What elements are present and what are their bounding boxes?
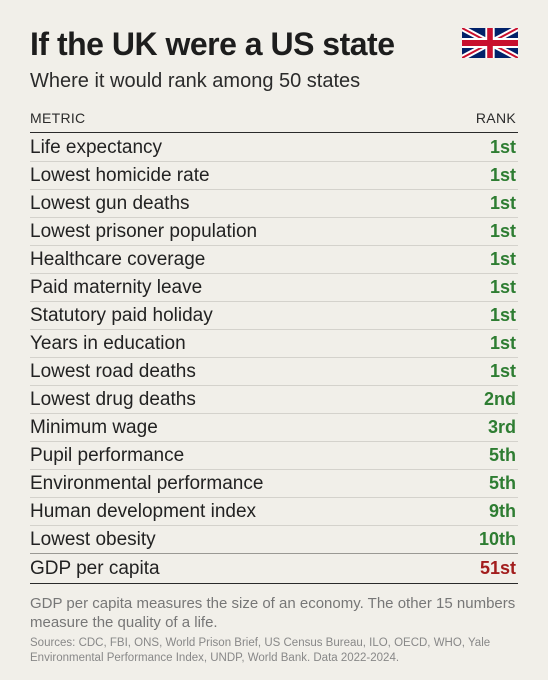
- metric-label: Human development index: [30, 501, 257, 522]
- metric-label: Environmental performance: [30, 473, 264, 494]
- metric-label: Years in education: [30, 333, 186, 354]
- page-subtitle: Where it would rank among 50 states: [30, 70, 361, 92]
- table-row: Paid maternity leave 1st: [30, 274, 518, 302]
- rank-value: 1st: [489, 333, 516, 353]
- metric-label: Lowest homicide rate: [30, 165, 210, 186]
- rank-value: 1st: [489, 193, 516, 213]
- rank-value: 9th: [489, 501, 516, 521]
- page-title: If the UK were a US state: [30, 26, 395, 62]
- metric-label: Lowest road deaths: [30, 361, 196, 382]
- metric-label: Lowest drug deaths: [30, 389, 196, 410]
- metric-label: Healthcare coverage: [30, 249, 206, 270]
- table-row: Life expectancy 1st: [30, 134, 518, 162]
- metric-label: Lowest gun deaths: [30, 193, 190, 214]
- metric-label: Lowest obesity: [30, 529, 156, 550]
- table-row: Minimum wage 3rd: [30, 414, 518, 442]
- rank-value: 51st: [479, 558, 516, 578]
- rank-table: Life expectancy 1st Lowest homicide rate 1s…: [30, 134, 518, 584]
- table-row: Lowest prisoner population 1st: [30, 218, 518, 246]
- rank-value: 5th: [489, 445, 516, 465]
- rank-value: 1st: [489, 361, 516, 381]
- column-header-rank: RANK: [475, 110, 516, 126]
- table-header: METRIC RANK: [30, 108, 518, 133]
- sources-credit: Sources: CDC, FBI, ONS, World Prison Bri…: [30, 637, 491, 664]
- rank-value: 10th: [478, 529, 516, 549]
- union-jack-flag-icon: [462, 28, 518, 58]
- table-row: Lowest gun deaths 1st: [30, 190, 518, 218]
- table-row: Lowest drug deaths 2nd: [30, 386, 518, 414]
- table-row: GDP per capita 51st: [30, 555, 518, 584]
- metric-label: Minimum wage: [30, 417, 158, 438]
- rank-value: 1st: [489, 305, 516, 325]
- table-row: Pupil performance 5th: [30, 442, 518, 470]
- table-row: Lowest road deaths 1st: [30, 358, 518, 386]
- rank-value: 1st: [489, 221, 516, 241]
- column-header-metric: METRIC: [30, 110, 86, 126]
- table-row: Environmental performance 5th: [30, 470, 518, 498]
- rank-value: 1st: [489, 165, 516, 185]
- rank-value: 5th: [489, 473, 516, 493]
- footnote: GDP per capita measures the size of an e…: [30, 595, 516, 631]
- table-row: Lowest obesity 10th: [30, 526, 518, 554]
- table-row: Healthcare coverage 1st: [30, 246, 518, 274]
- metric-label: Statutory paid holiday: [30, 305, 213, 326]
- rank-value: 1st: [489, 137, 516, 157]
- rank-value: 3rd: [487, 417, 516, 437]
- table-row: Years in education 1st: [30, 330, 518, 358]
- metric-label: Life expectancy: [30, 137, 163, 158]
- rank-value: 1st: [489, 249, 516, 269]
- metric-label: Lowest prisoner population: [30, 221, 258, 242]
- rank-value: 1st: [489, 277, 516, 297]
- metric-label: Pupil performance: [30, 445, 185, 466]
- metric-label: GDP per capita: [30, 558, 160, 579]
- table-row: Lowest homicide rate 1st: [30, 162, 518, 190]
- table-row: Statutory paid holiday 1st: [30, 302, 518, 330]
- metric-label: Paid maternity leave: [30, 277, 203, 298]
- table-row: Human development index 9th: [30, 498, 518, 526]
- rank-value: 2nd: [483, 389, 516, 409]
